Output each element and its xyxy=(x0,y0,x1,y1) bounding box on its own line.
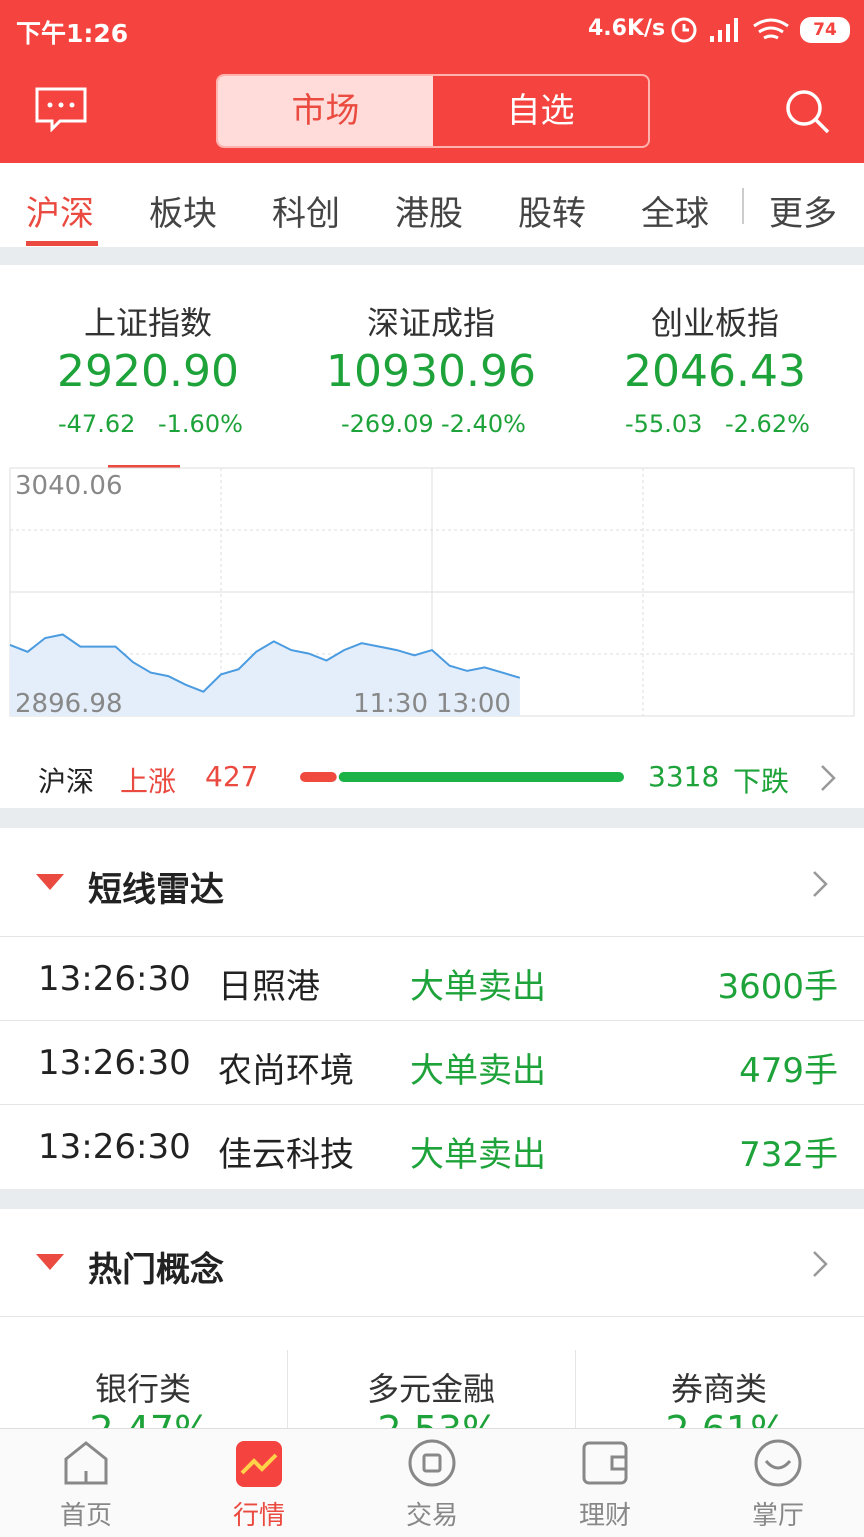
market-tab[interactable]: 港股 xyxy=(395,194,463,234)
index-change-pct: -1.60% xyxy=(158,410,243,438)
action: 大单卖出 xyxy=(410,1135,546,1175)
index-value: 10930.96 xyxy=(326,346,536,397)
down-label: 下跌 xyxy=(733,765,790,798)
stock-name: 农尚环境 xyxy=(218,1051,354,1091)
section-title[interactable]: 短线雷达 xyxy=(88,870,224,910)
chevron[interactable] xyxy=(810,868,830,900)
price-line xyxy=(9,633,521,693)
concept-name[interactable]: 多元金融 xyxy=(366,1370,496,1408)
radar-row[interactable]: 13:26:30 日照港 大单卖出 3600手 xyxy=(0,936,864,1021)
tab[interactable]: 市场 xyxy=(218,76,433,146)
time: 13:26:30 xyxy=(38,1127,191,1167)
divider xyxy=(575,1350,576,1430)
breadth-bar xyxy=(300,772,624,782)
tab[interactable]: 自选 xyxy=(506,91,575,131)
time: 13:26:30 xyxy=(38,1043,191,1083)
message-icon[interactable] xyxy=(34,86,88,132)
price-area xyxy=(10,634,520,716)
divider xyxy=(287,1350,288,1430)
index-name[interactable]: 创业板指 xyxy=(650,304,780,342)
triangle xyxy=(36,1254,64,1270)
volume: 732手 xyxy=(739,1135,838,1175)
intraday-chart: 3040.06 2896.98 11:30 13:00 xyxy=(9,467,855,719)
network-speed: 4.6K/s xyxy=(588,16,666,41)
section-title[interactable]: 热门概念 xyxy=(88,1250,224,1290)
nav-label[interactable]: 掌厅 xyxy=(751,1501,805,1531)
segmented-control: 市场 自选 xyxy=(216,74,650,148)
stock-name: 佳云科技 xyxy=(218,1135,354,1175)
market-tab[interactable]: 科创 xyxy=(272,194,340,234)
status-icons xyxy=(671,17,789,43)
action: 大单卖出 xyxy=(410,1051,546,1091)
index-indicator xyxy=(108,465,180,468)
more-tab[interactable]: 更多 xyxy=(769,194,837,234)
bottom-nav: 首页 行情 交易 理财 掌厅 xyxy=(0,1428,864,1537)
nav-label[interactable]: 交易 xyxy=(405,1501,459,1531)
index-change: -55.03 xyxy=(625,410,703,438)
concept-name[interactable]: 券商类 xyxy=(670,1370,768,1408)
nav-label[interactable]: 行情 xyxy=(232,1501,286,1531)
battery: 74 xyxy=(800,17,850,43)
up-count: 427 xyxy=(205,760,259,793)
time-label: 11:30 xyxy=(353,689,428,719)
separator xyxy=(742,188,744,224)
stock-name: 日照港 xyxy=(218,967,320,1007)
chevron[interactable] xyxy=(818,762,838,794)
market-tab[interactable]: 股转 xyxy=(518,194,586,234)
nav-label[interactable]: 首页 xyxy=(59,1501,113,1531)
concept-name[interactable]: 银行类 xyxy=(94,1370,192,1408)
index-change: -269.09 xyxy=(341,410,434,438)
gap xyxy=(0,808,864,828)
volume: 3600手 xyxy=(717,967,838,1007)
gap xyxy=(0,1189,864,1209)
gap xyxy=(0,247,864,265)
time: 13:26:30 xyxy=(38,959,191,999)
search-icon[interactable] xyxy=(784,88,832,136)
divider xyxy=(0,1316,864,1317)
market-tab[interactable]: 全球 xyxy=(641,194,709,234)
index-name[interactable]: 上证指数 xyxy=(83,304,213,342)
index-change-pct: -2.40% xyxy=(441,410,526,438)
index-change-pct: -2.62% xyxy=(725,410,810,438)
market-tab[interactable]: 沪深 xyxy=(26,194,94,234)
breadth-market: 沪深 xyxy=(38,765,95,798)
index-value: 2920.90 xyxy=(57,346,239,397)
volume: 479手 xyxy=(739,1051,838,1091)
time-label: 13:00 xyxy=(436,689,511,719)
nav-icons xyxy=(64,1439,802,1487)
market-tab[interactable]: 板块 xyxy=(149,194,217,234)
radar-row[interactable]: 13:26:30 农尚环境 大单卖出 479手 xyxy=(0,1020,864,1105)
triangle xyxy=(36,874,64,890)
tab-underline xyxy=(26,241,98,246)
nav-label[interactable]: 理财 xyxy=(578,1501,632,1531)
status-time: 下午1:26 xyxy=(16,19,129,48)
down-count: 3318 xyxy=(648,760,720,793)
up-bar xyxy=(300,772,337,782)
index-change: -47.62 xyxy=(58,410,136,438)
y-tick-label: 3040.06 xyxy=(15,471,123,501)
index-name[interactable]: 深证成指 xyxy=(366,304,496,342)
down-bar xyxy=(338,772,624,782)
up-label: 上涨 xyxy=(120,765,177,798)
chevron[interactable] xyxy=(810,1248,830,1280)
radar-row[interactable]: 13:26:30 佳云科技 大单卖出 732手 xyxy=(0,1104,864,1189)
y-tick-label: 2896.98 xyxy=(15,689,123,719)
action: 大单卖出 xyxy=(410,967,546,1007)
index-value: 2046.43 xyxy=(624,346,806,397)
